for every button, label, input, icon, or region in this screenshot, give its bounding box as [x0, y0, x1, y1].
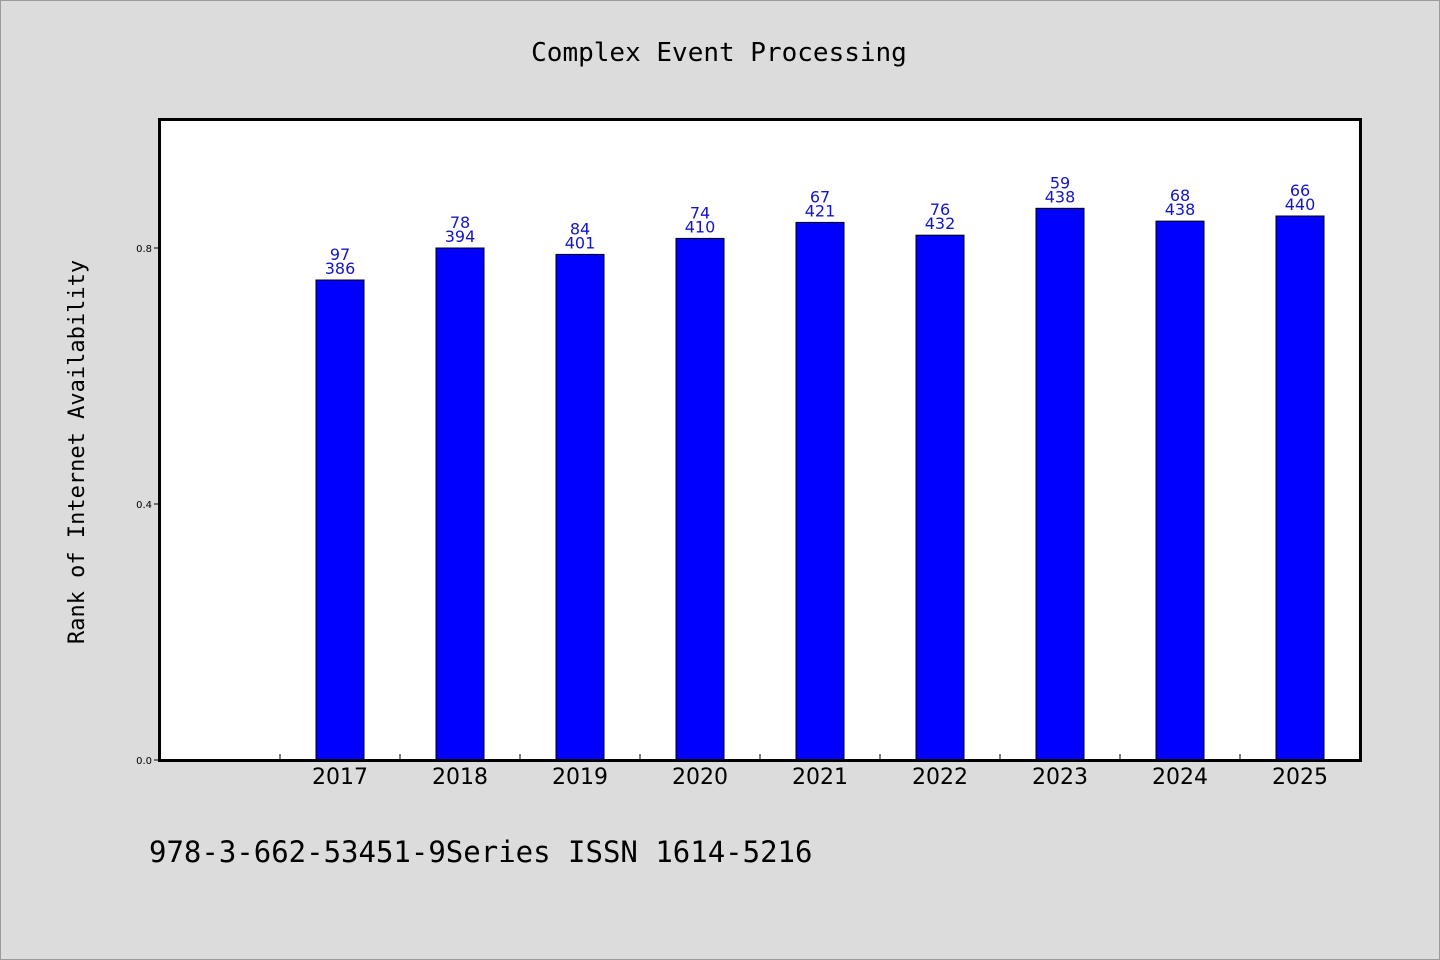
data-label-bottom: 394 [445, 227, 476, 246]
bar-2017 [315, 279, 365, 761]
data-label-top: 78 [450, 213, 470, 232]
data-label-top: 84 [570, 219, 590, 238]
bar-series [315, 207, 1325, 761]
data-label-top: 67 [810, 187, 830, 206]
data-label-bottom: 410 [685, 217, 716, 236]
data-label-top: 68 [1170, 186, 1190, 205]
bar-2021 [795, 221, 845, 761]
data-label-top: 74 [690, 203, 710, 222]
data-label-top: 76 [930, 200, 950, 219]
y-axis-ticks: 0.0 0.4 0.8 [136, 244, 160, 767]
bar-2023 [1035, 207, 1085, 761]
footer-text: 978-3-662-53451-9Series ISSN 1614-5216 [149, 835, 812, 869]
x-tick-label: 2019 [552, 765, 608, 790]
x-tick-label: 2024 [1152, 765, 1208, 790]
data-label-top: 59 [1050, 173, 1070, 192]
bar-2024 [1155, 220, 1205, 761]
bar-2018 [435, 247, 485, 761]
bar-2020 [675, 237, 725, 761]
data-label-bottom: 440 [1285, 195, 1316, 214]
x-tick-label: 2023 [1032, 765, 1088, 790]
bar-2019 [555, 253, 605, 761]
x-tick-label: 2020 [672, 765, 728, 790]
data-label-bottom: 401 [565, 233, 596, 252]
chart-title: Complex Event Processing [531, 38, 907, 68]
data-label-top: 97 [330, 245, 350, 264]
y-tick-label: 0.0 [136, 756, 152, 767]
plot-border [158, 118, 1362, 762]
x-tick-label: 2017 [312, 765, 368, 790]
y-axis-label: Rank of Internet Availability [65, 260, 90, 644]
y-tick-label: 0.8 [136, 244, 152, 255]
x-tick-label: 2021 [792, 765, 848, 790]
data-label-bottom: 421 [805, 201, 836, 220]
data-label-bottom: 438 [1165, 200, 1196, 219]
data-label-bottom: 386 [325, 259, 356, 278]
data-label-top: 66 [1290, 181, 1310, 200]
x-axis-ticks: 2017 2018 2019 2020 2021 2022 2023 2024 2025 [279, 754, 1328, 790]
y-tick-label: 0.4 [136, 500, 152, 511]
x-tick-label: 2025 [1272, 765, 1328, 790]
x-tick-label: 2018 [432, 765, 488, 790]
data-label-bottom: 432 [925, 214, 956, 233]
x-tick-label: 2022 [912, 765, 968, 790]
bar-2025 [1275, 215, 1325, 761]
bar-2022 [915, 234, 965, 761]
data-label-bottom: 438 [1045, 187, 1076, 206]
